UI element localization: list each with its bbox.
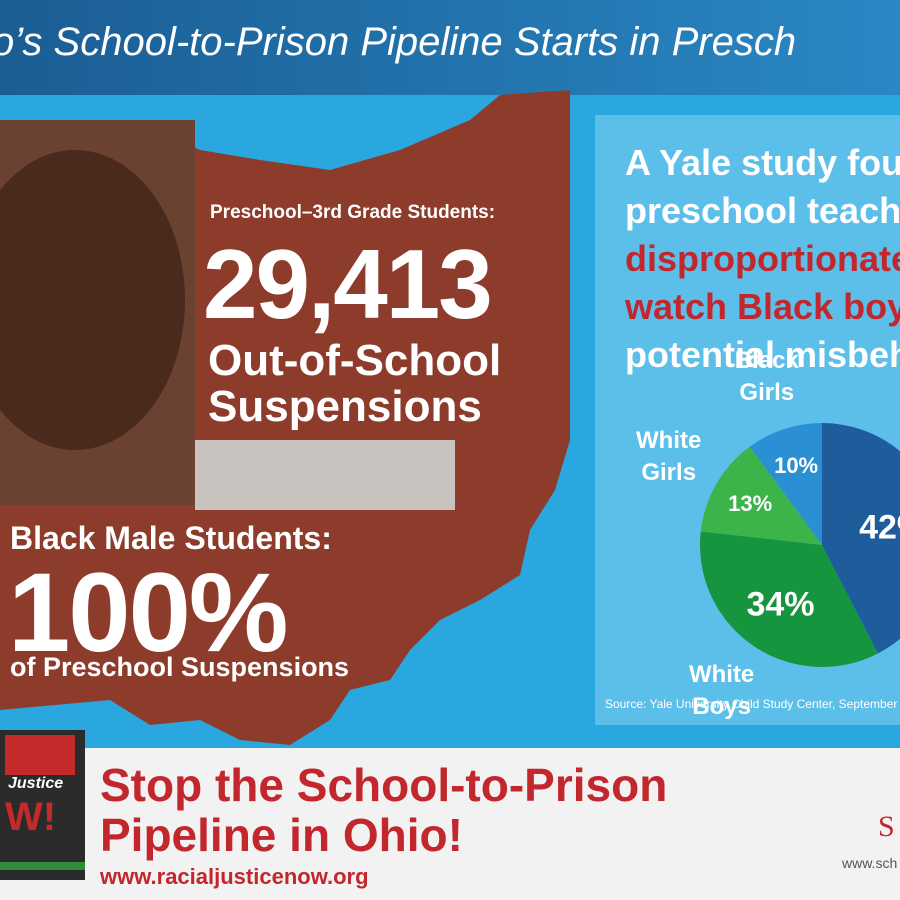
partner-url: www.sch: [842, 855, 898, 871]
value-label: 10%: [774, 453, 819, 479]
pie-chart: [700, 423, 900, 667]
pie-slice: [749, 423, 822, 545]
study-highlight: disproportionate: [625, 238, 900, 279]
value-label: 34%: [746, 585, 815, 624]
pie-slice: [700, 446, 822, 545]
partner-logo: S: [878, 810, 895, 843]
logo-text: Justice: [8, 775, 64, 792]
logo-text: W!: [5, 795, 57, 839]
source: Source: Yale University Child Study Cent…: [605, 697, 900, 711]
pie-slice: [822, 423, 900, 654]
stat-caption: Suspensions: [208, 382, 482, 431]
study-text: A Yale study foun: [625, 142, 900, 183]
category-label: White Boys: [688, 660, 755, 720]
logo-stripe: [0, 862, 85, 870]
stat-label: Black Male Students:: [10, 520, 332, 556]
stat-caption: Out-of-School: [208, 336, 502, 385]
photo-face: [0, 150, 185, 450]
banner: [0, 0, 900, 95]
study-highlight: watch Black boys: [625, 286, 900, 327]
logo-fist: [5, 735, 75, 775]
footer-heading: Stop the School-to-Prison: [100, 759, 668, 811]
value-label: 13%: [728, 490, 773, 516]
pie-slice: [700, 531, 878, 667]
stat-caption: of Preschool Suspensions: [10, 652, 350, 682]
study-text: preschool teache: [625, 190, 900, 231]
category-label: Black Girls: [734, 346, 799, 406]
stat-label: Preschool–3rd Grade Students:: [210, 202, 496, 223]
photo-sleeve: [195, 440, 455, 510]
stat-value: 100%: [8, 550, 288, 675]
category-label: White Girls: [636, 426, 702, 486]
study-text: potential misbeh: [625, 334, 900, 375]
footer-heading: Pipeline in Ohio!: [100, 809, 463, 861]
stat-value: 29,413: [203, 229, 493, 339]
footer-url: www.racialjusticenow.org: [100, 864, 369, 889]
footer-band: [0, 748, 900, 900]
value-label: 42%: [859, 508, 900, 547]
title: o’s School-to-Prison Pipeline Starts in …: [0, 20, 797, 64]
